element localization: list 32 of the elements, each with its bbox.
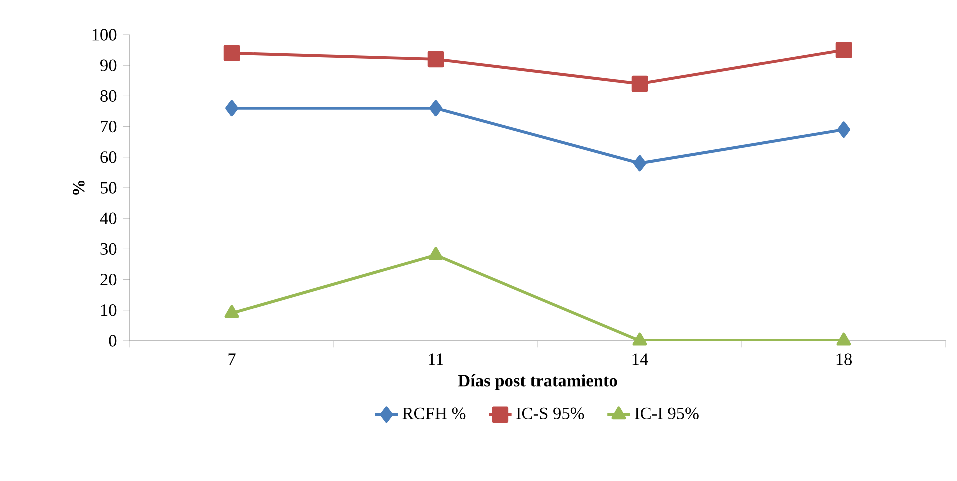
y-tick-label: 50 <box>100 182 117 194</box>
y-tick-label: 40 <box>100 212 117 224</box>
y-tick-label: 10 <box>101 304 117 316</box>
x-axis-title: Días post tratamiento <box>458 374 618 390</box>
legend-label: IC-S 95% <box>516 408 584 420</box>
y-tick-label: 20 <box>100 274 117 286</box>
point <box>632 332 648 346</box>
point <box>634 155 646 172</box>
y-tick-label: 0 <box>109 335 117 347</box>
y-tick-label: 30 <box>100 243 117 256</box>
y-tick-label: 90 <box>100 60 117 72</box>
x-tick-label: 11 <box>429 354 444 366</box>
point <box>428 51 444 68</box>
y-tick-label: 80 <box>100 90 117 102</box>
point <box>224 305 240 318</box>
y-axis-title: % <box>73 180 85 195</box>
point <box>838 122 850 138</box>
legend-label: IC-I 95% <box>635 408 699 420</box>
y-tick-label: 100 <box>92 29 117 41</box>
legend-label: RCFH % <box>402 408 466 420</box>
point <box>836 42 852 58</box>
y-tick-label: 60 <box>100 152 117 164</box>
point <box>836 332 852 346</box>
point <box>632 76 648 92</box>
point <box>224 45 240 62</box>
y-tick-label: 70 <box>101 120 117 133</box>
x-tick-label: 18 <box>836 354 852 366</box>
point <box>430 100 442 117</box>
point <box>428 247 444 260</box>
x-tick-label: 14 <box>632 354 648 366</box>
point <box>226 100 238 117</box>
x-tick-label: 7 <box>228 354 236 366</box>
